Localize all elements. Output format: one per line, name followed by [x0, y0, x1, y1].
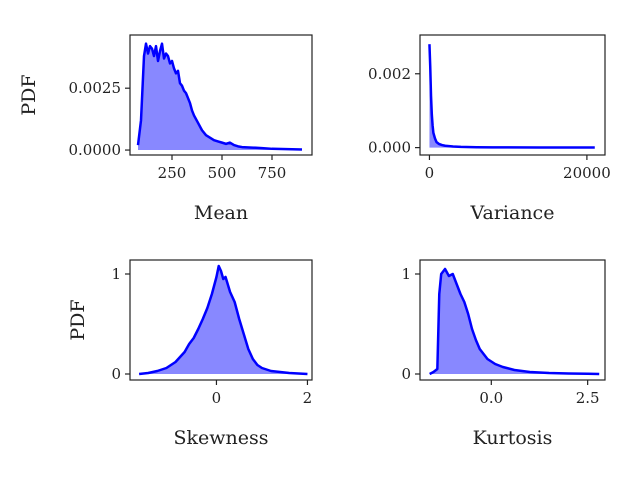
variance-axes-frame [419, 34, 606, 156]
mean-axes-frame [129, 34, 313, 156]
variance-xlabel: Variance [470, 202, 555, 224]
variance-xtick-label: 0 [425, 164, 435, 182]
variance-ytick-label: 0.002 [368, 65, 411, 83]
mean-density-line [136, 42, 303, 151]
skewness-xtick-label: 2 [303, 389, 313, 407]
subplot-mean: 250 500 750 0.0000 0.0025 Mean PDF [18, 34, 313, 224]
kurtosis-ytick-label: 1 [401, 265, 411, 283]
subplot-skewness: 0 2 0 1 Skewness PDF [67, 259, 313, 449]
kurtosis-ytick-label: 0 [401, 365, 411, 383]
skewness-xtick-label: 0 [212, 389, 222, 407]
subplot-variance: 0 20000 0.000 0.002 Variance [368, 34, 611, 224]
mean-ytick-label: 0.0000 [69, 141, 122, 159]
mean-density-fill [138, 43, 302, 151]
skewness-density-fill [139, 266, 308, 374]
kurtosis-density-fill [429, 269, 600, 374]
skewness-xlabel: Skewness [173, 427, 268, 449]
skewness-axes-frame [129, 259, 313, 381]
mean-xtick-label: 750 [258, 164, 287, 182]
mean-xlabel: Mean [194, 202, 248, 224]
mean-xtick-label: 250 [158, 164, 187, 182]
kurtosis-density-line [429, 267, 600, 376]
mean-xtick-label: 500 [208, 164, 237, 182]
subplot-kurtosis: 0.0 2.5 0 1 Kurtosis [401, 259, 606, 449]
kurtosis-xtick-label: 2.5 [576, 389, 600, 407]
kurtosis-xlabel: Kurtosis [473, 427, 553, 449]
kurtosis-axes-frame [419, 259, 606, 381]
mean-ylabel: PDF [18, 74, 40, 115]
variance-xtick-label: 20000 [563, 164, 611, 182]
mean-ytick-label: 0.0025 [69, 79, 122, 97]
skewness-ytick-label: 0 [111, 365, 121, 383]
variance-ytick-label: 0.000 [368, 139, 411, 157]
skewness-density-line [138, 264, 308, 376]
skewness-ytick-label: 1 [111, 265, 121, 283]
variance-density-line [428, 44, 595, 149]
kurtosis-xtick-label: 0.0 [479, 389, 503, 407]
variance-density-fill [429, 44, 595, 148]
skewness-ylabel: PDF [67, 299, 89, 340]
